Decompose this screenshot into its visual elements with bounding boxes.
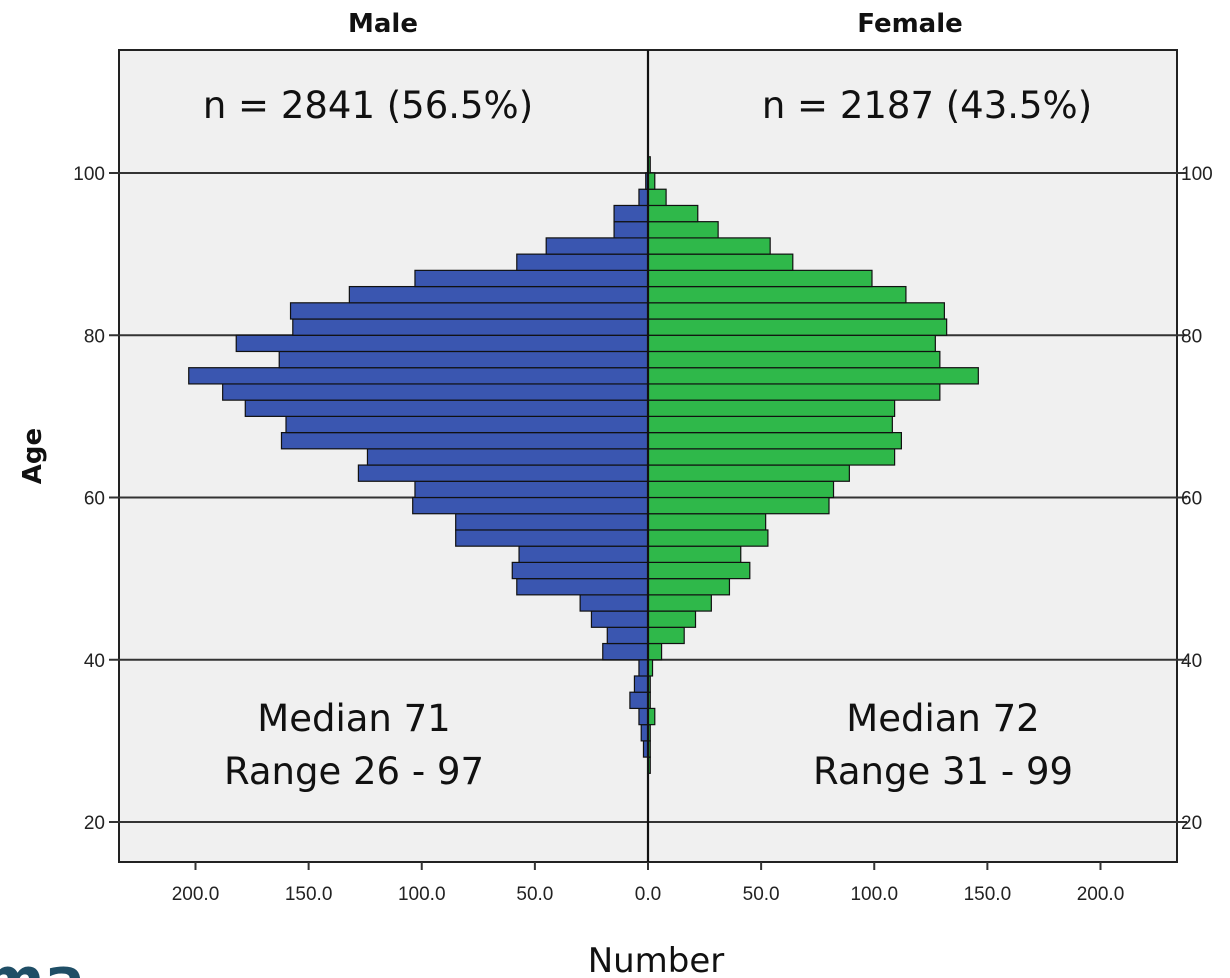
female-bar-age-82 (647, 302, 945, 320)
female-panel-title: Female (857, 9, 963, 39)
female-bar-age-54 (647, 529, 769, 547)
female-bar-age-70 (647, 399, 896, 417)
y-tick-label-left-100: 100 (73, 164, 105, 185)
male-bar-age-52 (518, 545, 649, 563)
x-tick-label-5: 50.0 (743, 884, 780, 905)
female-bar-age-52 (647, 545, 742, 563)
female-bar-age-60 (647, 480, 835, 499)
male-median-label: Median 71 (257, 697, 450, 740)
female-median-label: Median 72 (846, 697, 1039, 740)
female-bar-age-94 (647, 204, 699, 223)
y-axis-ticks: 20 20 40 40 60 60 80 80 100 100 (73, 164, 1212, 834)
male-bar-age-58 (412, 496, 649, 515)
male-bar-age-40 (602, 642, 649, 661)
female-bar-age-80 (647, 318, 948, 336)
male-bar-age-66 (280, 432, 649, 450)
female-bar-age-84 (647, 285, 907, 304)
male-bar-age-80 (292, 318, 649, 336)
female-bar-age-50 (647, 561, 751, 580)
female-bar-age-96 (647, 188, 667, 207)
male-panel-title: Male (348, 9, 418, 39)
male-bar-age-94 (613, 204, 649, 223)
male-bar-age-86 (414, 269, 649, 288)
female-range-label: Range 31 - 99 (813, 750, 1073, 793)
logo-text: ma (0, 945, 85, 978)
female-bar-age-74 (647, 367, 979, 385)
female-bar-age-44 (647, 610, 697, 628)
y-tick-label-right-80: 80 (1181, 326, 1202, 347)
x-axis-ticks: 200.0 150.0 100.0 50.0 0.0 50.0 100.0 150.0 200.… (172, 862, 1125, 905)
male-bar-age-38 (638, 659, 649, 677)
x-tick-label-1: 150.0 (285, 884, 333, 905)
male-bar-age-88 (516, 253, 649, 271)
male-bar-age-84 (348, 285, 649, 304)
female-bar-age-62 (647, 464, 850, 482)
male-bar-age-96 (638, 188, 649, 207)
male-bar-age-56 (455, 513, 649, 531)
female-bar-age-42 (647, 626, 685, 645)
female-bar-age-90 (647, 237, 771, 255)
x-tick-label-2: 100.0 (398, 884, 446, 905)
male-bar-age-72 (222, 383, 649, 401)
male-bar-age-44 (590, 610, 649, 628)
male-bar-age-68 (285, 415, 649, 434)
female-bar-age-86 (647, 269, 873, 288)
y-tick-label-left-40: 40 (84, 651, 105, 672)
female-bar-age-56 (647, 513, 767, 531)
y-tick-label-left-60: 60 (84, 489, 105, 510)
y-tick-label-right-60: 60 (1181, 489, 1202, 510)
male-bar-age-42 (606, 626, 649, 645)
female-bar-age-92 (647, 221, 719, 239)
male-bar-age-92 (613, 221, 649, 239)
male-bar-age-46 (579, 594, 649, 612)
female-bar-age-72 (647, 383, 941, 401)
male-bar-age-74 (188, 367, 649, 385)
male-bar-age-54 (455, 529, 649, 547)
male-bar-age-76 (278, 350, 649, 369)
female-bar-age-78 (647, 334, 936, 353)
x-tick-label-6: 100.0 (850, 884, 898, 905)
male-bar-age-82 (289, 302, 649, 320)
y-tick-label-right-100: 100 (1181, 164, 1213, 185)
y-tick-label-left-20: 20 (84, 813, 105, 834)
y-tick-label-right-20: 20 (1181, 813, 1202, 834)
y-tick-label-left-80: 80 (84, 326, 105, 347)
male-bar-age-70 (244, 399, 649, 417)
y-tick-label-right-40: 40 (1181, 651, 1202, 672)
male-bar-age-50 (511, 561, 649, 580)
female-bar-age-64 (647, 448, 896, 466)
female-bar-age-66 (647, 432, 902, 450)
male-bar-age-32 (638, 707, 649, 726)
x-axis-title: Number (588, 941, 725, 978)
female-bar-age-58 (647, 496, 830, 515)
female-bar-age-68 (647, 415, 893, 434)
male-bar-age-78 (235, 334, 649, 353)
male-range-label: Range 26 - 97 (224, 750, 484, 793)
x-tick-label-4: 0.0 (635, 884, 661, 905)
male-bar-age-48 (516, 578, 649, 596)
male-bar-age-36 (633, 675, 649, 693)
male-bar-age-62 (357, 464, 649, 482)
female-bar-age-48 (647, 578, 731, 596)
x-tick-label-3: 50.0 (516, 884, 553, 905)
x-tick-label-7: 150.0 (964, 884, 1012, 905)
female-bar-age-76 (647, 350, 941, 369)
female-bar-age-88 (647, 253, 794, 271)
y-axis-title: Age (18, 428, 48, 484)
male-bar-age-90 (545, 237, 649, 255)
x-tick-label-8: 200.0 (1077, 884, 1125, 905)
male-bar-age-60 (414, 480, 649, 499)
male-bar-age-64 (366, 448, 649, 466)
male-bar-age-34 (629, 691, 649, 710)
x-tick-label-0: 200.0 (172, 884, 220, 905)
female-bar-age-40 (647, 642, 663, 661)
female-bar-age-46 (647, 594, 712, 612)
male-count-label: n = 2841 (56.5%) (203, 84, 533, 127)
female-count-label: n = 2187 (43.5%) (762, 84, 1092, 127)
